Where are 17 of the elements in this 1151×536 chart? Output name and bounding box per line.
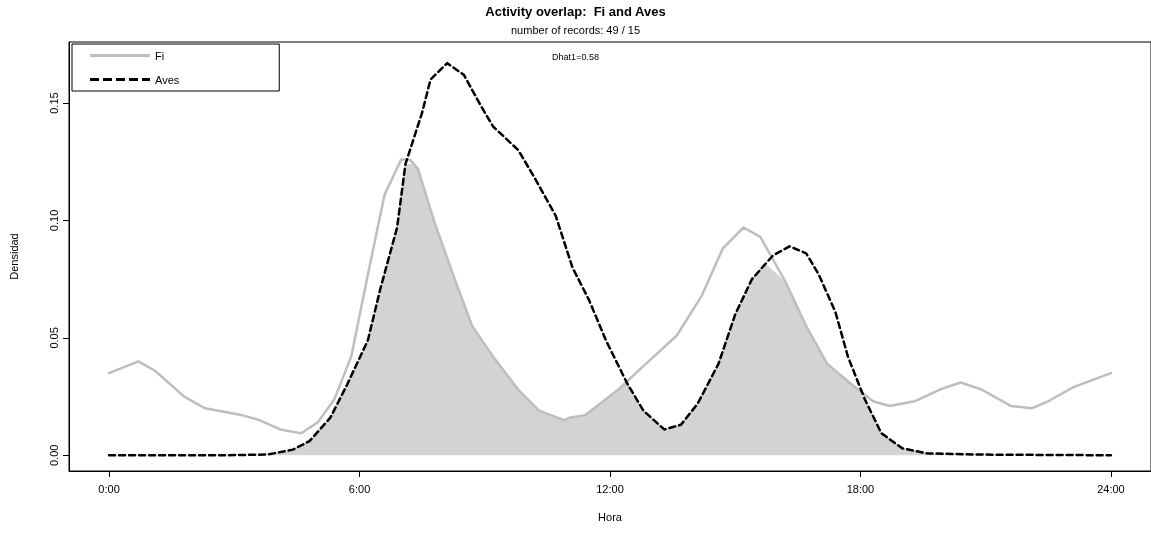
legend-label: Fi (155, 49, 165, 62)
annotation: Dhat1=0.58 (552, 51, 599, 62)
chart-subtitle: number of records: 49 / 15 (510, 23, 641, 36)
x-tick-label: 6:00 (348, 482, 371, 495)
x-tick-label: 0:00 (98, 482, 120, 495)
y-tick-label: 0.15 (47, 92, 60, 114)
y-tick-label: 0.10 (47, 209, 60, 232)
x-tick-label: 12:00 (596, 482, 624, 495)
x-axis-title: Hora (598, 510, 623, 523)
x-tick-label: 24:00 (1097, 482, 1125, 495)
legend-label: Aves (155, 73, 180, 86)
y-axis-title: Densidad (7, 233, 20, 280)
line-series (107, 61, 1113, 457)
chart-title: Activity overlap: Fi and Aves (485, 4, 666, 19)
y-tick-label: 0.05 (47, 327, 60, 349)
y-tick-label: 0.00 (47, 444, 60, 466)
x-tick-label: 18:00 (846, 482, 875, 495)
